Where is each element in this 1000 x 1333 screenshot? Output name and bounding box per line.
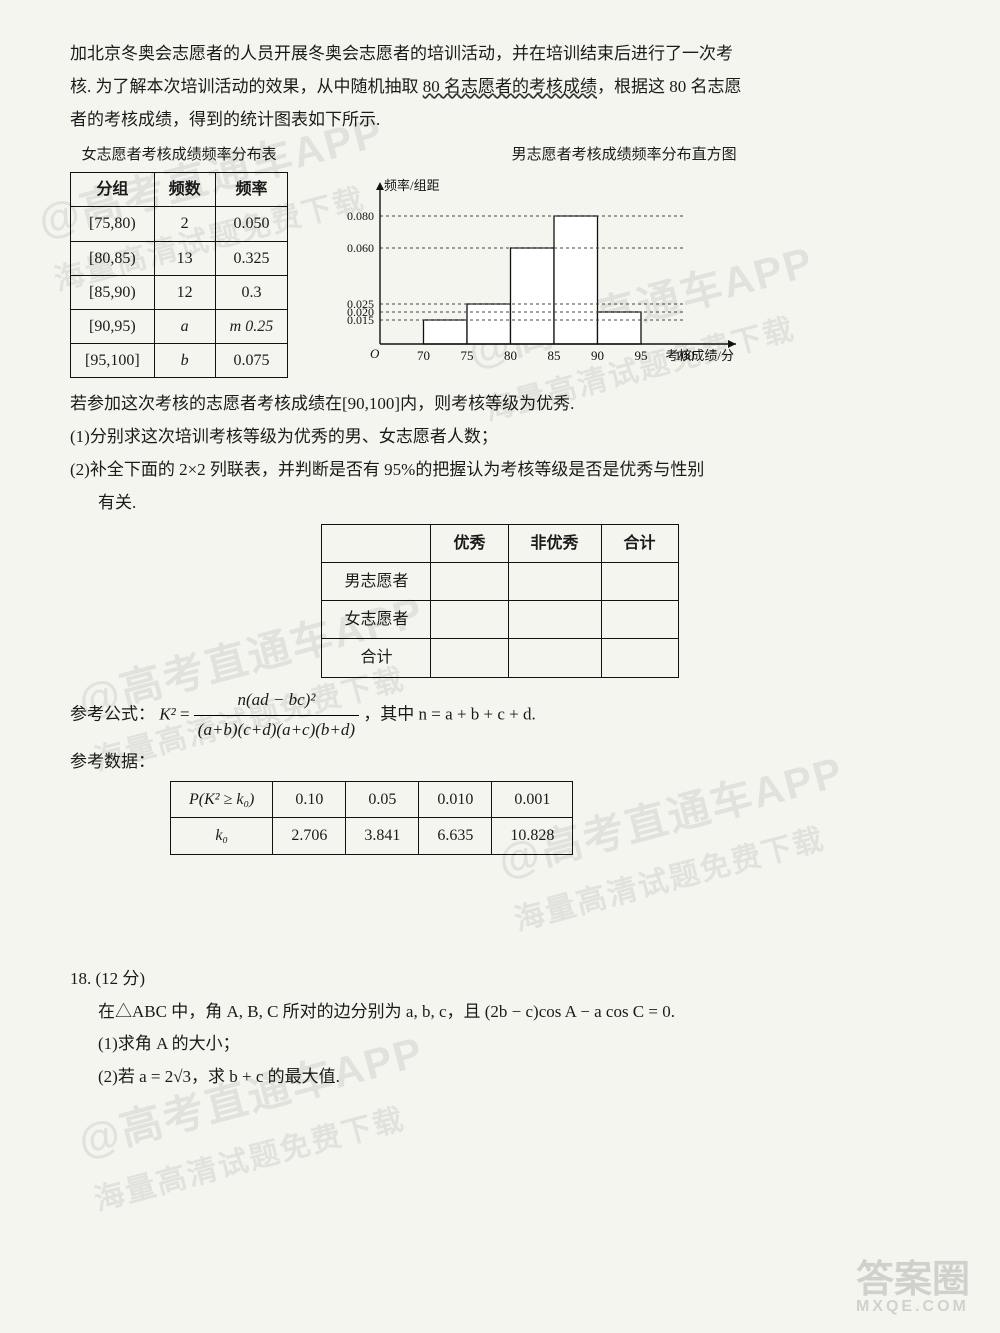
table-row: k₀ 2.706 3.841 6.635 10.828	[171, 818, 573, 854]
svg-text:80: 80	[504, 348, 517, 363]
contingency-table: 优秀 非优秀 合计 男志愿者 女志愿者 合计	[321, 524, 678, 678]
q18-line2: (1)求角 A 的大小；	[70, 1030, 930, 1059]
svg-text:O: O	[370, 346, 380, 361]
table-row: 女志愿者	[322, 601, 678, 639]
question-2b: 有关.	[70, 489, 930, 518]
q18-number: 18. (12 分)	[70, 965, 930, 994]
table-row: [75,80)20.050	[71, 207, 288, 241]
table-row: 男志愿者	[322, 563, 678, 601]
svg-text:0.060: 0.060	[347, 241, 374, 255]
intro-line2: 核. 为了解本次培训活动的效果，从中随机抽取 80 名志愿者的考核成绩，根据这 …	[70, 73, 930, 102]
intro-line1: 加北京冬奥会志愿者的人员开展冬奥会志愿者的培训活动，并在培训结束后进行了一次考	[70, 40, 930, 69]
female-freq-table: 分组 频数 频率 [75,80)20.050 [80,85)130.325 [8…	[70, 172, 288, 378]
svg-text:90: 90	[591, 348, 604, 363]
svg-text:频率/组距: 频率/组距	[384, 178, 440, 193]
col-rate: 频率	[215, 173, 288, 207]
table-row: [95,100]b0.075	[71, 344, 288, 378]
table-row: [80,85)130.325	[71, 241, 288, 275]
footer-watermark: 答案圈 MXQE.COM	[856, 1261, 970, 1315]
svg-text:85: 85	[548, 348, 561, 363]
intro-line3: 者的考核成绩，得到的统计图表如下所示.	[70, 106, 930, 135]
ref-data-label: 参考数据：	[70, 748, 930, 777]
svg-text:考核成绩/分: 考核成绩/分	[666, 348, 735, 363]
condition-text: 若参加这次考核的志愿者考核成绩在[90,100]内，则考核等级为优秀.	[70, 390, 930, 419]
formula-line: 参考公式： K² = n(ad − bc)² (a+b)(c+d)(a+c)(b…	[70, 686, 930, 745]
female-freq-table-wrap: 女志愿者考核成绩频率分布表 分组 频数 频率 [75,80)20.050 [80…	[70, 143, 288, 379]
female-table-title: 女志愿者考核成绩频率分布表	[70, 143, 288, 169]
col-group: 分组	[71, 173, 155, 207]
svg-text:0.080: 0.080	[347, 209, 374, 223]
svg-text:0.015: 0.015	[347, 313, 374, 327]
q18-line1: 在△ABC 中，角 A, B, C 所对的边分别为 a, b, c，且 (2b …	[70, 998, 930, 1027]
table-row: 合计	[322, 639, 678, 677]
male-histogram-wrap: 男志愿者考核成绩频率分布直方图 7075808590951000.0800.06…	[318, 143, 930, 379]
svg-text:95: 95	[635, 348, 648, 363]
col-freq: 频数	[154, 173, 215, 207]
table-row: [90,95)am 0.25	[71, 309, 288, 343]
svg-text:75: 75	[461, 348, 474, 363]
table-row: [85,90)120.3	[71, 275, 288, 309]
table-row: P(K² ≥ k₀) 0.10 0.05 0.010 0.001	[171, 782, 573, 818]
reference-table: P(K² ≥ k₀) 0.10 0.05 0.010 0.001 k₀ 2.70…	[170, 781, 573, 854]
question-1: (1)分别求这次培训考核等级为优秀的男、女志愿者人数；	[70, 423, 930, 452]
histogram-chart: 7075808590951000.0800.0600.0250.0200.015…	[318, 172, 738, 372]
hist-title: 男志愿者考核成绩频率分布直方图	[318, 143, 930, 169]
question-18: 18. (12 分) 在△ABC 中，角 A, B, C 所对的边分别为 a, …	[70, 965, 930, 1093]
q18-line3: (2)若 a = 2√3，求 b + c 的最大值.	[70, 1063, 930, 1092]
question-2a: (2)补全下面的 2×2 列联表，并判断是否有 95%的把握认为考核等级是否是优…	[70, 456, 930, 485]
svg-text:70: 70	[417, 348, 430, 363]
